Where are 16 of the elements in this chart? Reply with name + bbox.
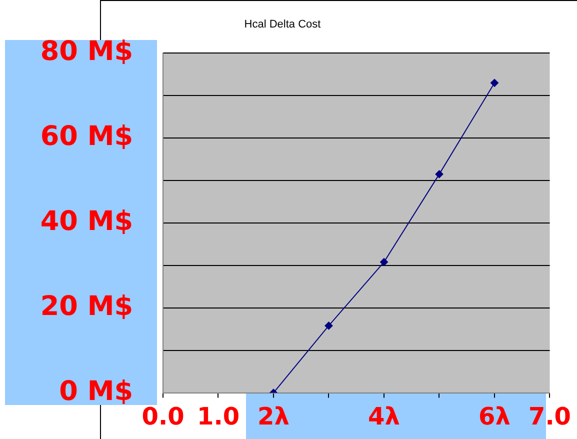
point <box>324 322 333 330</box>
y-tick-label: 80 M$ <box>40 36 133 68</box>
point <box>490 78 498 87</box>
x-tick-label: 2λ <box>258 402 290 430</box>
x-tick-label: 1.0 <box>196 402 240 430</box>
x-tick-label: 7.0 <box>528 402 571 430</box>
x-tick-label: 4λ <box>368 402 400 430</box>
x-tick-label: 0.0 <box>142 402 184 430</box>
chart-title: Hcal Delta Cost <box>244 18 321 31</box>
y-tick-label: 20 M$ <box>40 290 133 322</box>
y-tick-label: 0 M$ <box>59 376 133 407</box>
y-tick-label: 40 M$ <box>40 206 133 238</box>
point <box>435 170 444 178</box>
x-tick-label: 6λ <box>478 402 510 430</box>
y-tick-label: 60 M$ <box>40 121 133 152</box>
point <box>380 258 388 266</box>
